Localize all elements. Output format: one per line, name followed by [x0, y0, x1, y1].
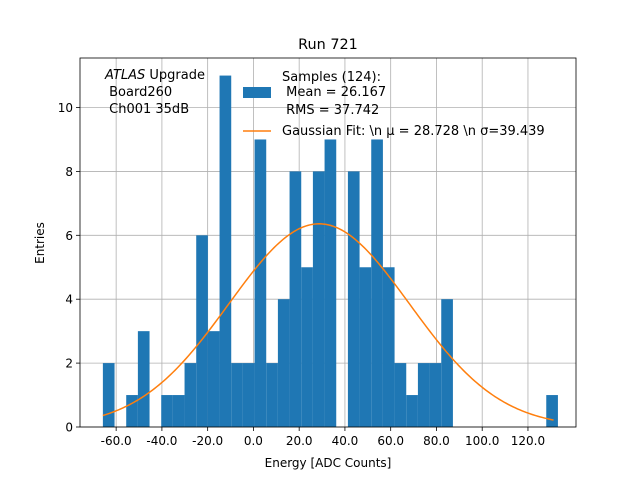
histogram-bar — [219, 75, 232, 428]
histogram-bar — [417, 363, 430, 427]
histogram-bar — [441, 299, 453, 427]
histogram-bar — [394, 363, 407, 427]
histogram-bar — [254, 139, 267, 427]
x-tick-label: 20.0 — [286, 434, 313, 448]
annotation-line-3: Ch001 35dB — [105, 102, 189, 117]
histogram-bar — [231, 363, 243, 427]
x-tick-label: 100.0 — [465, 434, 499, 448]
histogram-bar — [277, 299, 290, 427]
histogram-bar — [196, 235, 208, 427]
legend-fit-label: Gaussian Fit: \n μ = 28.728 \n σ=39.439 — [282, 124, 545, 139]
legend-samples-line-1: Samples (124): — [282, 70, 381, 85]
atlas-annotation: ATLAS Upgrade Board260 Ch001 35dB — [104, 68, 205, 117]
histogram-bars — [102, 75, 558, 428]
histogram-bar — [242, 363, 255, 427]
annotation-atlas: ATLAS — [104, 68, 145, 83]
y-tick-label: 2 — [65, 357, 73, 371]
histogram-bar — [312, 171, 325, 427]
histogram-bar — [324, 139, 337, 427]
histogram-bar — [207, 331, 220, 427]
histogram-bar — [382, 267, 395, 427]
x-tick-label: 40.0 — [332, 434, 359, 448]
legend-samples-line-3: RMS = 37.742 — [282, 103, 379, 118]
chart-title: Run 721 — [298, 37, 358, 53]
annotation-line-2: Board260 — [105, 85, 172, 100]
annotation-upgrade: Upgrade — [145, 68, 205, 83]
histogram-bar — [289, 171, 302, 427]
histogram-bar — [371, 139, 383, 427]
y-tick-label: 6 — [65, 229, 73, 243]
x-tick-label: 60.0 — [377, 434, 404, 448]
histogram-bar — [301, 267, 313, 427]
histogram-bar — [429, 363, 442, 427]
histogram-bar — [184, 363, 197, 427]
x-tick-label: 120.0 — [511, 434, 545, 448]
histogram-bar — [137, 331, 150, 427]
histogram-bar — [266, 363, 278, 427]
y-tick-label: 0 — [65, 421, 73, 435]
histogram-bar — [347, 171, 360, 427]
y-tick-label: 8 — [65, 165, 73, 179]
x-axis-label: Energy [ADC Counts] — [265, 456, 392, 470]
x-tick-label: -60.0 — [101, 434, 132, 448]
histogram-bar — [172, 395, 185, 427]
x-tick-label: -40.0 — [146, 434, 177, 448]
y-tick-label: 4 — [65, 293, 73, 307]
y-tick-label: 10 — [58, 101, 73, 115]
histogram-bar — [102, 363, 115, 427]
annotation-line-1: ATLAS Upgrade — [104, 68, 205, 83]
x-tick-label: -20.0 — [192, 434, 223, 448]
y-axis-label: Entries — [33, 222, 47, 264]
histogram-bar — [126, 395, 138, 427]
histogram-bar — [161, 395, 173, 427]
legend-samples-line-2: Mean = 26.167 — [282, 85, 386, 100]
histogram-bar — [359, 267, 372, 427]
x-tick-label: 0.0 — [244, 434, 263, 448]
plot-frame — [79, 57, 577, 428]
legend: Samples (124): Mean = 26.167 RMS = 37.74… — [243, 70, 545, 139]
legend-samples-swatch — [243, 87, 271, 98]
gaussian-fit-curve — [102, 223, 554, 421]
x-axis-ticks: -60.0 -40.0 -20.0 0.0 20.0 40.0 60.0 80.0 100.0 1… — [101, 427, 545, 448]
histogram-bar — [406, 395, 418, 427]
x-tick-label: 80.0 — [423, 434, 450, 448]
histogram-bar — [546, 395, 558, 427]
y-axis-ticks: 0 2 4 6 8 10 — [58, 101, 80, 435]
